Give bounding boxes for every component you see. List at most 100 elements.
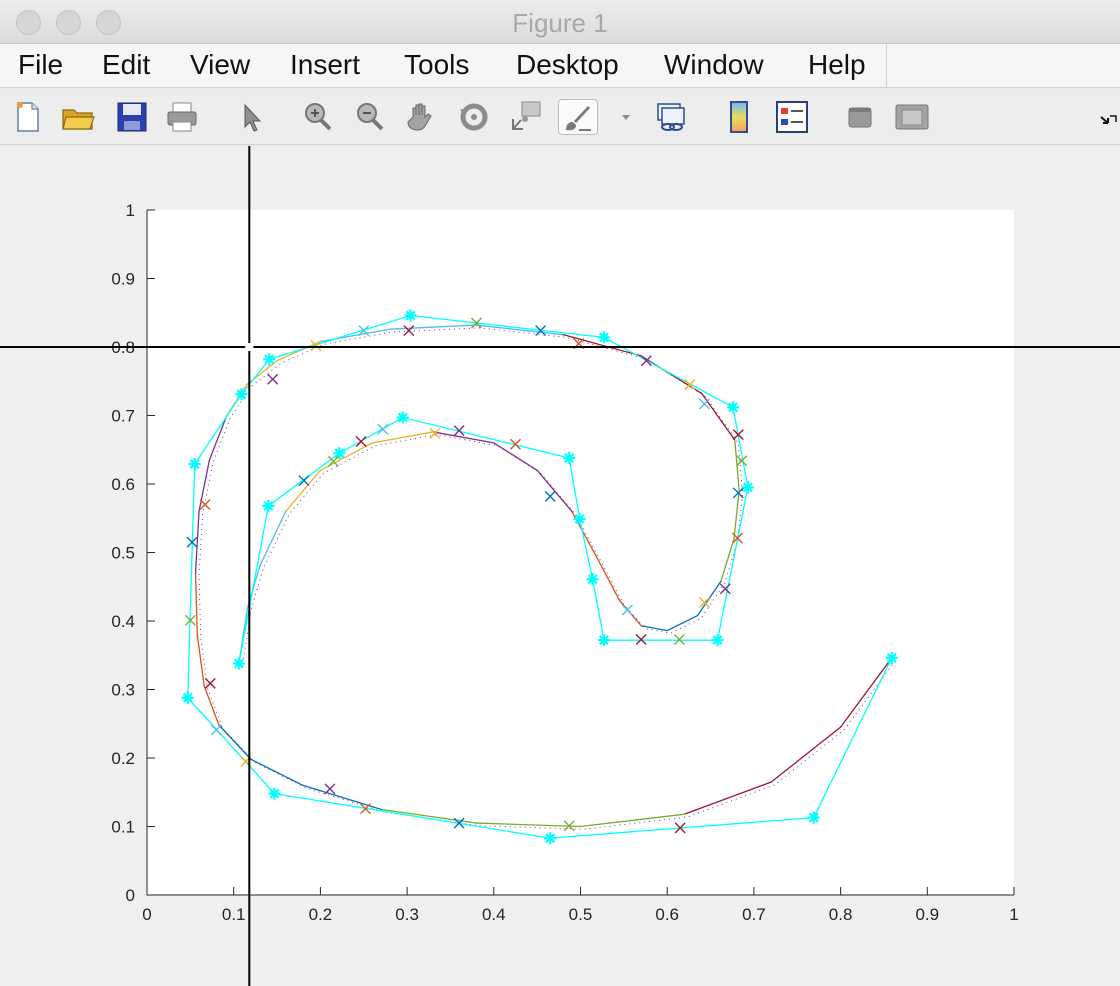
- x-marker: [640, 355, 652, 367]
- x-marker: [355, 436, 367, 448]
- x-tick-label: 0.3: [395, 905, 419, 924]
- y-tick-label: 0.3: [111, 681, 135, 700]
- control-point-marker: [262, 499, 275, 512]
- brush-dropdown-icon[interactable]: [608, 99, 630, 135]
- curve-segment: [203, 685, 220, 726]
- crosshair-center: [245, 343, 254, 351]
- x-marker: [535, 325, 547, 337]
- y-tick-label: 0.7: [111, 407, 135, 426]
- edit-plot-pointer-icon[interactable]: [234, 99, 270, 135]
- x-marker: [359, 803, 371, 815]
- menu-desktop[interactable]: Desktop: [516, 49, 619, 80]
- window-title: Figure 1: [512, 8, 608, 38]
- insert-legend-icon[interactable]: [774, 99, 810, 135]
- zoom-out-icon[interactable]: [352, 99, 388, 135]
- dock-figure-icon[interactable]: [1090, 99, 1117, 135]
- curve-segment: [250, 758, 304, 787]
- print-icon[interactable]: [164, 99, 200, 135]
- zoom-window-button[interactable]: [96, 10, 121, 35]
- curve-segment: [720, 538, 735, 582]
- menu-file[interactable]: File: [18, 49, 64, 80]
- curve-segment: [733, 490, 740, 540]
- menu-edit[interactable]: Edit: [102, 49, 151, 80]
- insert-colorbar-icon[interactable]: [722, 99, 758, 135]
- x-tick-label: 1: [1009, 905, 1018, 924]
- x-marker: [621, 604, 633, 616]
- hide-plot-tools-icon[interactable]: [842, 99, 878, 135]
- menu-insert[interactable]: Insert: [290, 49, 361, 80]
- y-tick-label: 0.1: [111, 818, 135, 837]
- pan-hand-icon[interactable]: [404, 99, 440, 135]
- control-point-marker: [232, 657, 245, 670]
- show-plot-tools-icon[interactable]: [894, 99, 930, 135]
- control-point-marker: [235, 388, 248, 401]
- curve-segment: [371, 431, 434, 444]
- x-marker: [358, 325, 370, 337]
- x-marker: [184, 614, 196, 626]
- x-marker: [186, 536, 198, 548]
- curve-segment: [839, 657, 893, 728]
- x-marker: [310, 340, 322, 352]
- brush-icon[interactable]: [558, 99, 598, 135]
- curve-segment: [579, 813, 686, 828]
- zoom-in-icon[interactable]: [300, 99, 336, 135]
- control-point-marker: [807, 811, 820, 824]
- control-point-marker: [727, 401, 740, 414]
- control-point-marker: [885, 651, 898, 664]
- x-marker: [453, 817, 465, 829]
- control-point-marker: [597, 634, 610, 647]
- y-tick-label: 0.4: [111, 612, 135, 631]
- x-marker: [563, 820, 575, 832]
- data-cursor-icon[interactable]: [508, 99, 544, 135]
- y-tick-label: 0: [126, 886, 135, 905]
- figure-canvas[interactable]: 0 0.1 0.2 0.3 0.4 0.5 0.6 0.7 0.8 0.9 1 0 0.1 0.2 0.3 0…: [0, 146, 1120, 986]
- y-tick-label: 1: [126, 201, 135, 220]
- curve-segment: [259, 510, 287, 567]
- x-tick-label: 0.1: [222, 905, 246, 924]
- menu-window[interactable]: Window: [664, 49, 764, 80]
- control-point-marker: [573, 512, 586, 525]
- save-icon[interactable]: [114, 99, 150, 135]
- x-tick-label: 0.5: [569, 905, 593, 924]
- x-marker: [698, 597, 710, 608]
- curve-segment: [194, 572, 198, 636]
- y-tick-label: 0.9: [111, 270, 135, 289]
- curve-segment: [432, 431, 495, 444]
- x-tick-label: 0.8: [829, 905, 853, 924]
- link-plot-icon[interactable]: [654, 99, 690, 135]
- x-marker: [509, 438, 521, 450]
- menu-tools[interactable]: Tools: [404, 49, 470, 80]
- control-point-marker: [563, 451, 576, 464]
- x-marker: [684, 379, 696, 391]
- control-point-marker: [586, 573, 599, 586]
- curve-segment: [640, 625, 668, 632]
- control-point-marker: [188, 458, 201, 471]
- curve-segment: [208, 414, 228, 461]
- x-tick-label: 0: [142, 905, 151, 924]
- control-point-marker: [181, 691, 194, 704]
- x-marker: [732, 429, 744, 441]
- y-tick-label: 0.6: [111, 475, 135, 494]
- plot-svg[interactable]: 0 0.1 0.2 0.3 0.4 0.5 0.6 0.7 0.8 0.9 1 0 0.1 0.2 0.3 0…: [0, 146, 1120, 986]
- figure-toolbar: [0, 89, 1120, 145]
- curve-segment: [276, 340, 322, 362]
- x-marker: [544, 490, 556, 502]
- x-marker: [298, 475, 310, 487]
- curve-segment: [597, 558, 621, 602]
- x-marker: [204, 677, 216, 689]
- x-marker: [403, 325, 415, 337]
- x-marker: [267, 373, 279, 385]
- minimize-window-button[interactable]: [56, 10, 81, 35]
- open-file-icon[interactable]: [60, 99, 96, 135]
- x-marker: [673, 634, 685, 645]
- control-point-marker: [711, 634, 724, 647]
- curve-segment: [683, 781, 772, 815]
- close-window-button[interactable]: [16, 10, 41, 35]
- y-tick-label: 0.5: [111, 544, 135, 563]
- new-figure-icon[interactable]: [10, 99, 46, 135]
- rotate-3d-icon[interactable]: [456, 99, 492, 135]
- control-point-marker: [544, 832, 557, 845]
- y-tick-label: 0.2: [111, 749, 135, 768]
- menu-view[interactable]: View: [190, 49, 251, 80]
- menu-help[interactable]: Help: [808, 49, 866, 80]
